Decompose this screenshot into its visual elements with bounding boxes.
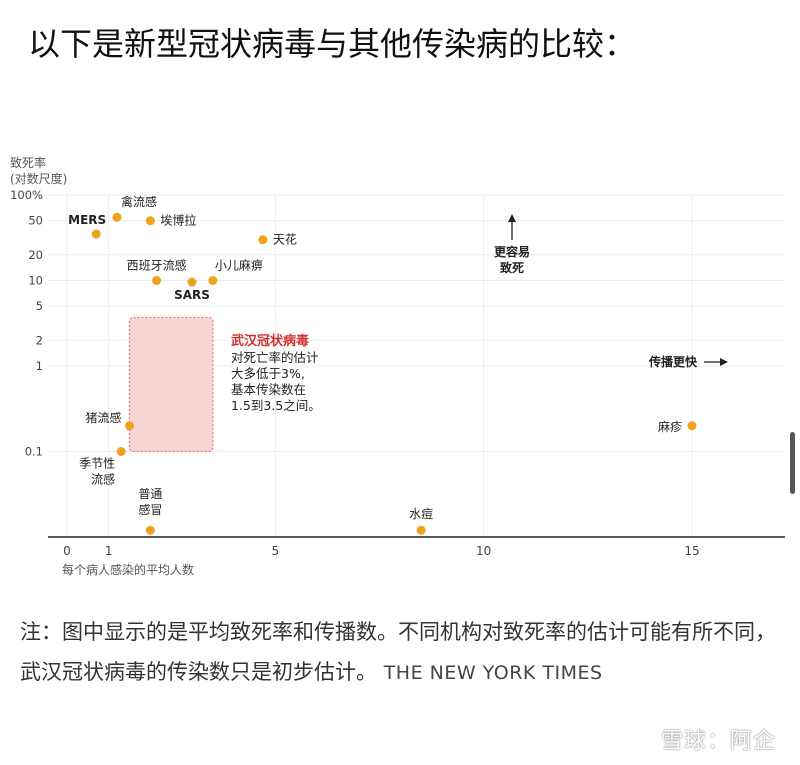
point-label: 天花 bbox=[273, 232, 297, 247]
annotation-line: 对死亡率的估计 bbox=[231, 350, 319, 365]
point-SARS bbox=[187, 277, 197, 287]
point-label-line: 感冒 bbox=[138, 502, 162, 517]
point-label: 猪流感 bbox=[85, 410, 121, 425]
page-title: 以下是新型冠状病毒与其他传染病的比较： bbox=[28, 25, 637, 63]
watermark: 雪球：阿企 bbox=[660, 729, 776, 754]
point-普通感冒 bbox=[145, 525, 155, 535]
y-tick-label: 0.1 bbox=[25, 445, 43, 459]
arrow-up-label: 更容易 bbox=[494, 244, 530, 259]
scrollbar[interactable] bbox=[790, 432, 795, 494]
point-label: 埃博拉 bbox=[160, 213, 196, 228]
x-tick-label: 1 bbox=[105, 544, 113, 558]
point-label: 小儿麻痹 bbox=[215, 258, 263, 273]
y-tick-label: 50 bbox=[28, 214, 43, 228]
arrow-up-head bbox=[508, 214, 516, 222]
point-小儿麻痹 bbox=[208, 276, 218, 285]
point-label: 麻疹 bbox=[658, 419, 682, 434]
point-label: 西班牙流感 bbox=[127, 258, 187, 273]
arrow-right-label: 传播更快 bbox=[648, 354, 698, 369]
footnote: 注：图中显示的是平均致死率和传播数。不同机构对致死率的估计可能有所不同，武汉冠状… bbox=[20, 612, 795, 693]
point-西班牙流感 bbox=[152, 276, 162, 285]
point-label: 普通感冒 bbox=[138, 487, 162, 517]
y-tick-label: 2 bbox=[36, 333, 43, 347]
point-label: SARS bbox=[174, 288, 210, 302]
highlight-layer bbox=[128, 316, 214, 453]
y-tick-label: 100% bbox=[10, 188, 43, 202]
x-tick-label: 10 bbox=[476, 544, 491, 558]
point-label: 水痘 bbox=[409, 506, 433, 521]
point-label: 禽流感 bbox=[121, 194, 157, 209]
annotation-line: 基本传染数在 bbox=[231, 382, 306, 397]
point-猪流感 bbox=[125, 421, 134, 431]
point-天花 bbox=[258, 235, 268, 245]
y-tick-label: 1 bbox=[36, 359, 43, 373]
annotation-line: 1.5到3.5之间。 bbox=[231, 398, 321, 413]
x-axis-label: 每个病人感染的平均人数 bbox=[62, 562, 194, 577]
x-tick-label: 15 bbox=[684, 544, 699, 558]
point-labels: MERS禽流感埃博拉天花西班牙流感 小儿麻痹SARS猪流感季节性流感麻疹普通感冒水… bbox=[68, 194, 682, 521]
annotation-line: 大多低于3%, bbox=[231, 366, 305, 381]
x-tick-label: 5 bbox=[272, 544, 280, 558]
y-axis-label: 致死率 bbox=[10, 155, 46, 170]
x-tick-label: 0 bbox=[63, 544, 71, 558]
y-axis-label-unit: (对数尺度) bbox=[10, 171, 67, 186]
point-麻疹 bbox=[687, 421, 697, 431]
y-tick-label: 10 bbox=[28, 274, 43, 288]
arrow-up-label: 致死 bbox=[500, 260, 524, 275]
arrow-right-head bbox=[720, 358, 728, 366]
point-季节性流感 bbox=[116, 447, 126, 456]
y-tick-label: 5 bbox=[36, 299, 43, 313]
point-禽流感 bbox=[112, 212, 122, 222]
point-label: 季节性流感 bbox=[79, 457, 115, 487]
source-credit: THE NEW YORK TIMES bbox=[383, 662, 603, 684]
data-points bbox=[91, 212, 697, 535]
wuhan-coronavirus-range bbox=[128, 316, 214, 453]
point-埃博拉 bbox=[145, 216, 155, 226]
point-label-line: 季节性 bbox=[79, 457, 115, 471]
point-MERS bbox=[91, 229, 101, 239]
annotation-title: 武汉冠状病毒 bbox=[231, 333, 309, 349]
y-tick-label: 20 bbox=[28, 248, 43, 262]
point-label-line: 流感 bbox=[91, 472, 115, 487]
axes: 致死率(对数尺度) 每个病人感染的平均人数 bbox=[10, 155, 785, 577]
point-label-line: 普通 bbox=[138, 487, 162, 501]
point-水痘 bbox=[416, 525, 426, 535]
point-label: MERS bbox=[68, 213, 106, 227]
footnote-text: 注：图中显示的是平均致死率和传播数。不同机构对致死率的估计可能有所不同，武汉冠状… bbox=[20, 620, 776, 684]
